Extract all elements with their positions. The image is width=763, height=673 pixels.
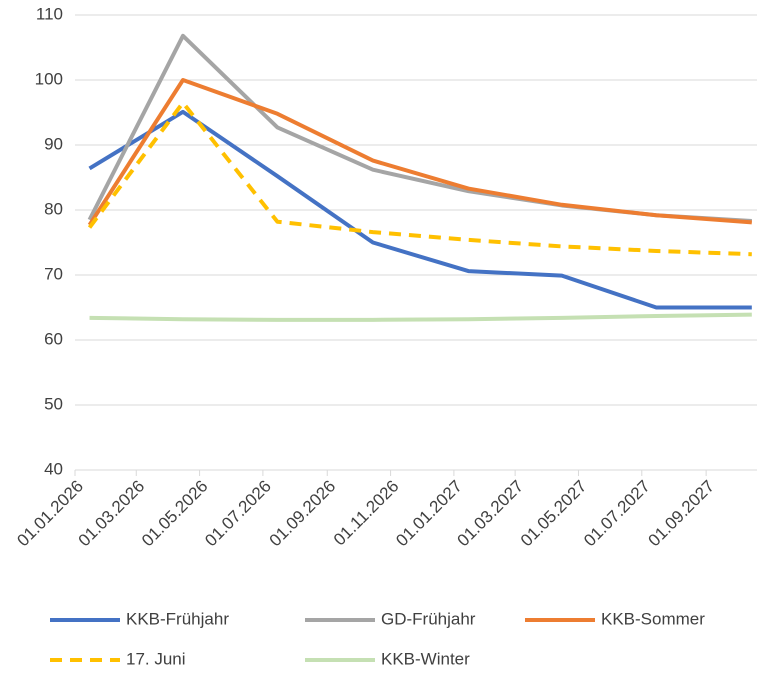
legend-label: KKB-Winter bbox=[381, 649, 470, 668]
legend-label: 17. Juni bbox=[126, 649, 186, 668]
x-tick-label: 01.03.2026 bbox=[75, 477, 149, 551]
x-tick-label: 01.05.2026 bbox=[138, 477, 212, 551]
series-line bbox=[87, 100, 752, 257]
x-tick-label: 01.05.2027 bbox=[517, 477, 591, 551]
y-tick-label: 100 bbox=[35, 69, 63, 88]
x-tick-label: 01.07.2026 bbox=[201, 477, 275, 551]
x-tick-label: 01.09.2027 bbox=[645, 477, 719, 551]
y-tick-label: 80 bbox=[44, 199, 63, 218]
x-tick-label: 01.09.2026 bbox=[266, 477, 340, 551]
legend-label: GD-Frühjahr bbox=[381, 609, 476, 628]
series-line bbox=[87, 78, 752, 227]
series-line bbox=[89, 312, 752, 322]
y-tick-label: 60 bbox=[44, 329, 63, 348]
x-tick-label: 01.03.2027 bbox=[454, 477, 528, 551]
x-tick-label: 01.11.2026 bbox=[330, 477, 403, 550]
x-tick-label: 01.07.2027 bbox=[580, 477, 654, 551]
y-tick-label: 70 bbox=[44, 264, 63, 283]
legend-label: KKB-Frühjahr bbox=[126, 609, 229, 628]
legend-label: KKB-Sommer bbox=[601, 609, 705, 628]
series-line bbox=[87, 33, 752, 224]
y-tick-label: 90 bbox=[44, 134, 63, 153]
y-tick-label: 110 bbox=[36, 4, 63, 23]
y-tick-label: 40 bbox=[44, 459, 63, 478]
y-tick-label: 50 bbox=[44, 394, 63, 413]
